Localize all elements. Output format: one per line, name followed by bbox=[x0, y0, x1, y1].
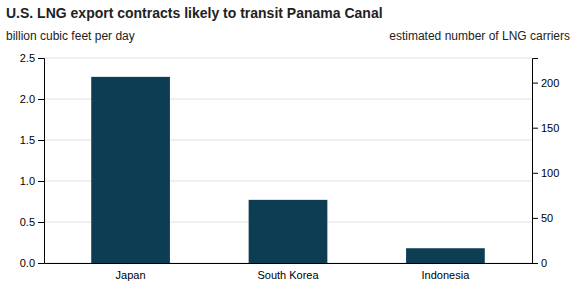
y-tick-label: 2.5 bbox=[20, 52, 35, 64]
y-tick: 1.0 bbox=[20, 175, 44, 187]
x-tick-label: South Korea bbox=[257, 269, 319, 281]
y2-tick-mark bbox=[532, 263, 538, 264]
y2-axis: 0 50 100 150 200 bbox=[532, 59, 559, 270]
chart-title: U.S. LNG export contracts likely to tran… bbox=[6, 5, 383, 21]
x-axis-line bbox=[45, 263, 533, 264]
y2-tick-label: 150 bbox=[541, 122, 559, 134]
bar bbox=[406, 248, 485, 263]
grid-line bbox=[44, 58, 532, 59]
y-tick-mark bbox=[38, 263, 44, 264]
y-tick: 0.5 bbox=[20, 216, 44, 228]
y-tick-mark bbox=[38, 99, 44, 100]
y-tick-label: 0.5 bbox=[20, 216, 35, 228]
plot-area: 0.0 0.5 1.0 1.5 2.0 2.5 0 50 100 150 200 Japan South… bbox=[20, 52, 560, 281]
y-tick-label: 1.0 bbox=[20, 175, 35, 187]
chart-container: U.S. LNG export contracts likely to tran… bbox=[0, 0, 576, 291]
x-tick: Indonesia bbox=[422, 269, 471, 281]
y2-tick-label: 200 bbox=[541, 77, 559, 89]
y-tick-label: 1.5 bbox=[20, 134, 35, 146]
y-tick: 2.0 bbox=[20, 93, 44, 105]
y-tick: 1.5 bbox=[20, 134, 44, 146]
y-tick-label: 0.0 bbox=[20, 257, 35, 269]
y2-tick-mark bbox=[532, 83, 538, 84]
bars bbox=[91, 77, 485, 263]
y2-tick-label: 100 bbox=[541, 167, 559, 179]
subtitle: billion cubic feet per day bbox=[6, 29, 135, 43]
y2-tick: 150 bbox=[532, 122, 559, 134]
x-tick: South Korea bbox=[257, 269, 319, 281]
y2-tick-mark bbox=[532, 173, 538, 174]
y2-tick: 100 bbox=[532, 167, 559, 179]
y-tick: 2.5 bbox=[20, 52, 44, 64]
y-tick-mark bbox=[38, 58, 44, 59]
x-axis: Japan South Korea Indonesia bbox=[45, 264, 533, 281]
y2-tick-mark bbox=[532, 128, 538, 129]
y2-tick: 200 bbox=[532, 77, 559, 89]
grid bbox=[44, 58, 532, 263]
y-tick-mark bbox=[38, 181, 44, 182]
bar bbox=[249, 200, 328, 263]
y-axis: 0.0 0.5 1.0 1.5 2.0 2.5 bbox=[20, 52, 45, 269]
y-tick: 0.0 bbox=[20, 257, 44, 269]
x-tick: Japan bbox=[116, 269, 146, 281]
y2-tick-mark bbox=[532, 218, 538, 219]
y2-tick-label: 50 bbox=[541, 212, 553, 224]
bar bbox=[91, 77, 170, 263]
y2-tick: 0 bbox=[532, 257, 547, 269]
y2-tick-label: 0 bbox=[541, 257, 547, 269]
y-tick-mark bbox=[38, 222, 44, 223]
x-tick-label: Japan bbox=[116, 269, 146, 281]
chart-svg: U.S. LNG export contracts likely to tran… bbox=[0, 0, 576, 291]
y-axis-line bbox=[38, 59, 45, 264]
y2-axis-label: estimated number of LNG carriers bbox=[389, 29, 570, 43]
y-tick-mark bbox=[38, 140, 44, 141]
y2-tick: 50 bbox=[532, 212, 553, 224]
y-tick-label: 2.0 bbox=[20, 93, 35, 105]
x-tick-label: Indonesia bbox=[422, 269, 471, 281]
y2-axis-line bbox=[533, 59, 539, 264]
